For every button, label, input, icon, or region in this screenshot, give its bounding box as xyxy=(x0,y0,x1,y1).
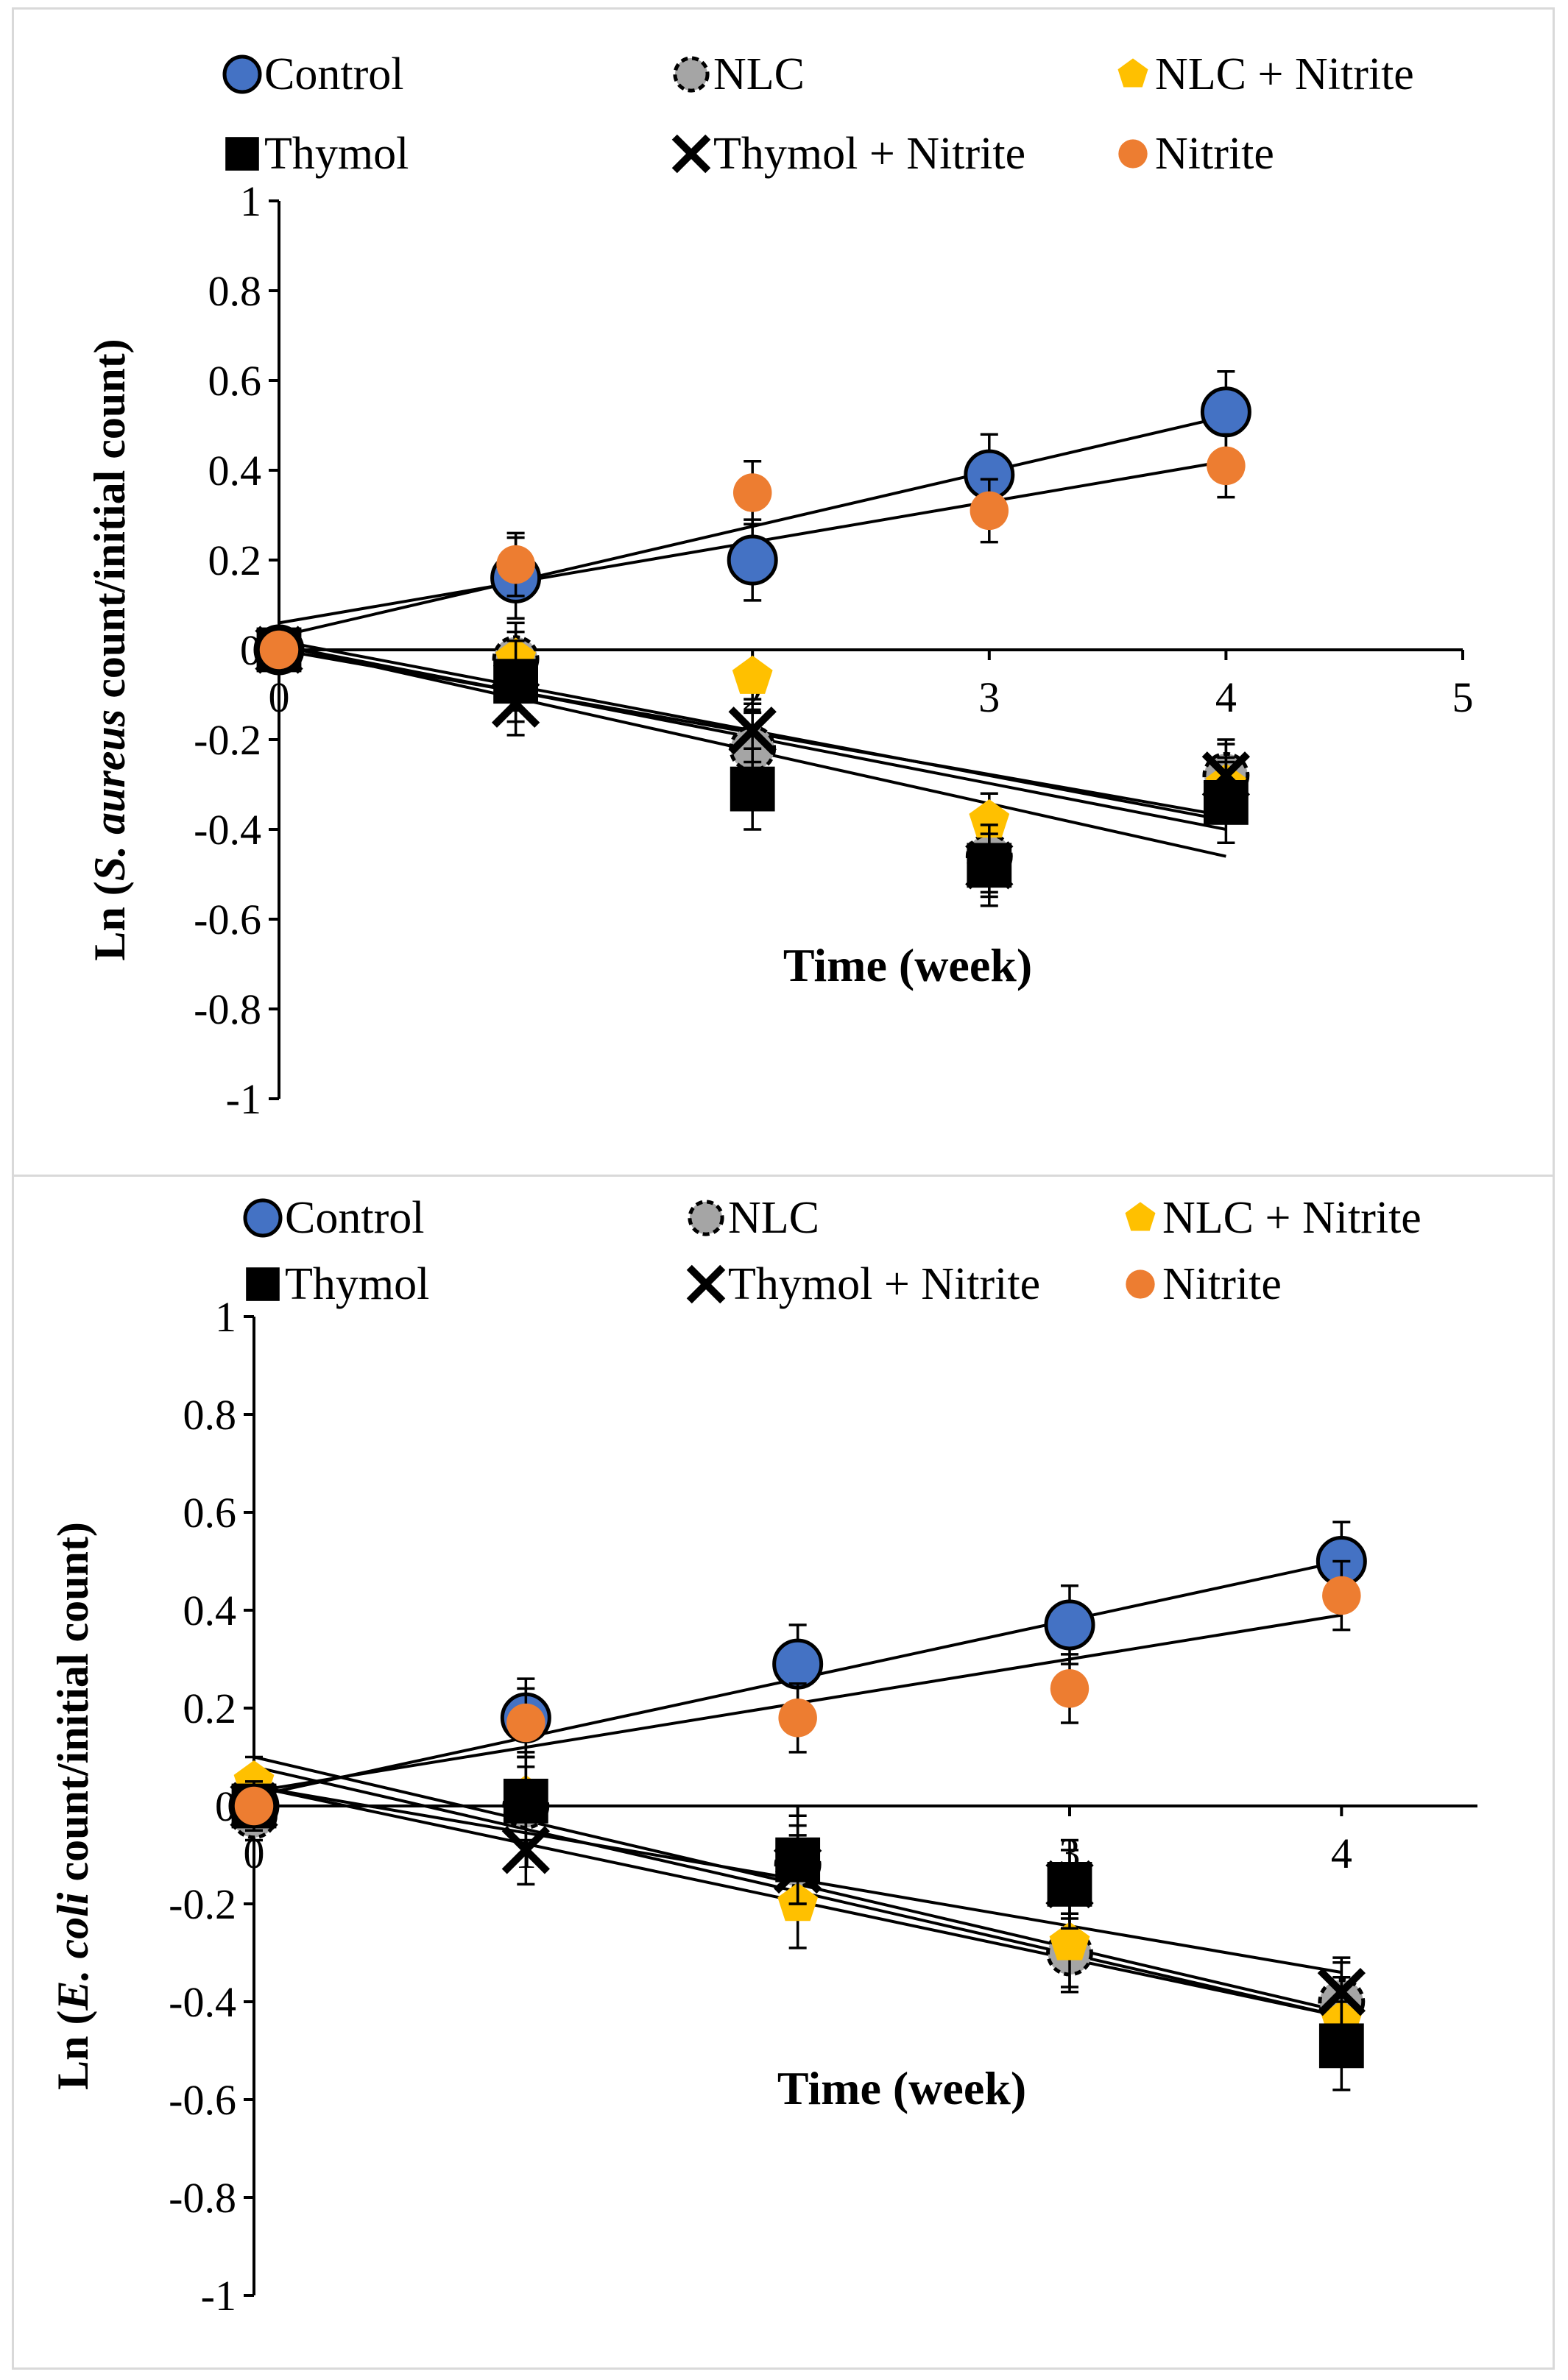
y-tick-label: 0.6 xyxy=(208,357,262,405)
data-point-thymol-nitrite xyxy=(1045,1860,1094,1909)
y-tick-label: -1 xyxy=(226,1075,261,1123)
data-point-nitrite xyxy=(259,630,299,670)
legend-marker-thymol-nitrite xyxy=(671,134,711,174)
legend-marker-control xyxy=(222,54,262,94)
data-point-nitrite xyxy=(1322,1576,1361,1615)
y-tick-label: 0.6 xyxy=(183,1489,237,1537)
data-point-nitrite xyxy=(970,491,1009,531)
data-point-control xyxy=(727,534,778,586)
data-point-nitrite xyxy=(732,473,772,512)
legend-marker-nitrite xyxy=(1118,139,1148,169)
legend-marker-thymol xyxy=(225,137,259,171)
legend-label-nlc: NLC xyxy=(713,49,805,99)
chart-panel-e-coli: Control NLC NLC + Nitrite Thymol Thymol + Ni… xyxy=(12,1175,1555,2370)
legend-marker-control xyxy=(243,1198,283,1238)
x-axis-title: Time (week) xyxy=(783,939,1032,991)
legend-label-control: Control xyxy=(264,49,403,99)
legend-label-nlc-nitrite: NLC + Nitrite xyxy=(1162,1193,1422,1243)
series-control xyxy=(228,1520,1367,1832)
series-nitrite xyxy=(234,1559,1361,1832)
chart-e-coli: Control NLC NLC + Nitrite Thymol Thymol + Ni… xyxy=(49,1193,1477,2320)
chart-panel-s-aureus: Control NLC NLC + Nitrite Thymol Thymol + Ni… xyxy=(12,7,1555,1177)
legend: Control NLC NLC + Nitrite Thymol Thymol + Ni… xyxy=(243,1193,1422,1309)
y-tick-label: 0.8 xyxy=(208,267,262,315)
y-tick-label: 1 xyxy=(215,1293,236,1341)
data-point-thymol xyxy=(1318,2023,1364,2069)
data-point-nlc-nitrite xyxy=(732,655,773,694)
data-point-control xyxy=(1044,1599,1095,1651)
data-point-thymol-nitrite xyxy=(1317,1968,1366,2016)
legend: Control NLC NLC + Nitrite Thymol Thymol + Ni… xyxy=(222,49,1414,179)
legend-marker-thymol xyxy=(246,1267,280,1301)
y-axis-title: Ln (S. aureus count/initial count) xyxy=(85,339,134,960)
data-point-thymol-nitrite xyxy=(501,1826,551,1874)
y-tick-label: 1 xyxy=(240,177,261,225)
data-point-thymol-nitrite xyxy=(1201,751,1251,800)
legend-label-thymol-nitrite: Thymol + Nitrite xyxy=(728,1259,1040,1309)
y-axis-title-suffix: count/initial count) xyxy=(49,1522,97,1892)
legend-marker-nitrite xyxy=(1126,1269,1155,1299)
legend-marker-nlc xyxy=(673,56,710,93)
series-nlc-nitrite xyxy=(233,1751,1362,2067)
data-point-nlc-nitrite xyxy=(1049,1922,1090,1961)
data-point-nitrite xyxy=(1050,1669,1090,1708)
series-nitrite xyxy=(259,433,1246,674)
data-point-nitrite xyxy=(778,1699,817,1738)
legend-marker-nlc-nitrite xyxy=(1125,1202,1156,1231)
x-tick-label: 4 xyxy=(1331,1830,1352,1877)
data-point-control xyxy=(772,1638,824,1690)
x-tick-label: 0 xyxy=(269,673,290,721)
y-axis-title-prefix: Ln ( xyxy=(85,881,134,960)
y-tick-label: 0.4 xyxy=(208,447,262,495)
y-axis-title-species: E. coli xyxy=(49,1892,97,2011)
legend-label-thymol-nitrite: Thymol + Nitrite xyxy=(713,129,1025,179)
data-point-thymol-nitrite xyxy=(728,706,777,755)
y-tick-label: 0.8 xyxy=(183,1391,237,1439)
data-point-thymol-nitrite xyxy=(965,841,1014,890)
data-point-nitrite xyxy=(234,1786,274,1826)
data-point-nitrite xyxy=(496,545,535,584)
y-axis-title-suffix: count/initial count) xyxy=(85,339,134,709)
y-tick-label: -0.6 xyxy=(169,2076,236,2124)
legend-marker-nlc xyxy=(688,1200,724,1236)
y-tick-label: -0.2 xyxy=(194,716,261,764)
y-tick-label: 0.4 xyxy=(183,1587,237,1635)
series-thymol-nitrite xyxy=(230,1780,1366,2027)
y-tick-label: -0.8 xyxy=(194,985,261,1033)
y-axis-title-species: S. aureus xyxy=(85,709,134,881)
x-tick-label: 3 xyxy=(978,673,1000,721)
legend-label-nlc-nitrite: NLC + Nitrite xyxy=(1155,49,1414,99)
y-tick-label: 0.2 xyxy=(208,536,262,584)
y-tick-label: 0.2 xyxy=(183,1685,237,1732)
x-tick-label: 5 xyxy=(1452,673,1474,721)
data-point-thymol xyxy=(730,766,775,812)
y-axis-title: Ln (E. coli count/initial count) xyxy=(49,1522,97,2090)
data-point-thymol-nitrite xyxy=(491,679,540,728)
data-point-nitrite xyxy=(1207,446,1246,486)
legend-label-control: Control xyxy=(285,1193,424,1243)
chart-s-aureus: Control NLC NLC + Nitrite Thymol Thymol + Ni… xyxy=(85,49,1474,1123)
y-tick-label: -0.6 xyxy=(194,896,261,943)
y-tick-label: -0.4 xyxy=(169,1978,236,2026)
y-tick-label: -1 xyxy=(201,2272,236,2320)
legend-label-nitrite: Nitrite xyxy=(1162,1259,1282,1309)
y-tick-label: -0.2 xyxy=(169,1880,236,1928)
data-point-thymol-nitrite xyxy=(773,1845,822,1894)
legend-label-thymol: Thymol xyxy=(285,1259,429,1309)
data-point-nlc-nitrite xyxy=(969,799,1010,838)
legend-label-thymol: Thymol xyxy=(264,129,409,179)
legend-label-nlc: NLC xyxy=(728,1193,819,1243)
data-point-control xyxy=(1200,386,1251,438)
y-axis-title-prefix: Ln ( xyxy=(49,2011,97,2090)
x-tick-label: 4 xyxy=(1215,673,1237,721)
legend-label-nitrite: Nitrite xyxy=(1155,129,1274,179)
legend-marker-nlc-nitrite xyxy=(1117,58,1148,88)
data-point-nitrite xyxy=(506,1703,545,1743)
y-tick-label: -0.8 xyxy=(169,2174,236,2222)
legend-marker-thymol-nitrite xyxy=(686,1264,726,1304)
y-tick-label: -0.4 xyxy=(194,806,261,854)
x-axis-title: Time (week) xyxy=(777,2062,1026,2114)
